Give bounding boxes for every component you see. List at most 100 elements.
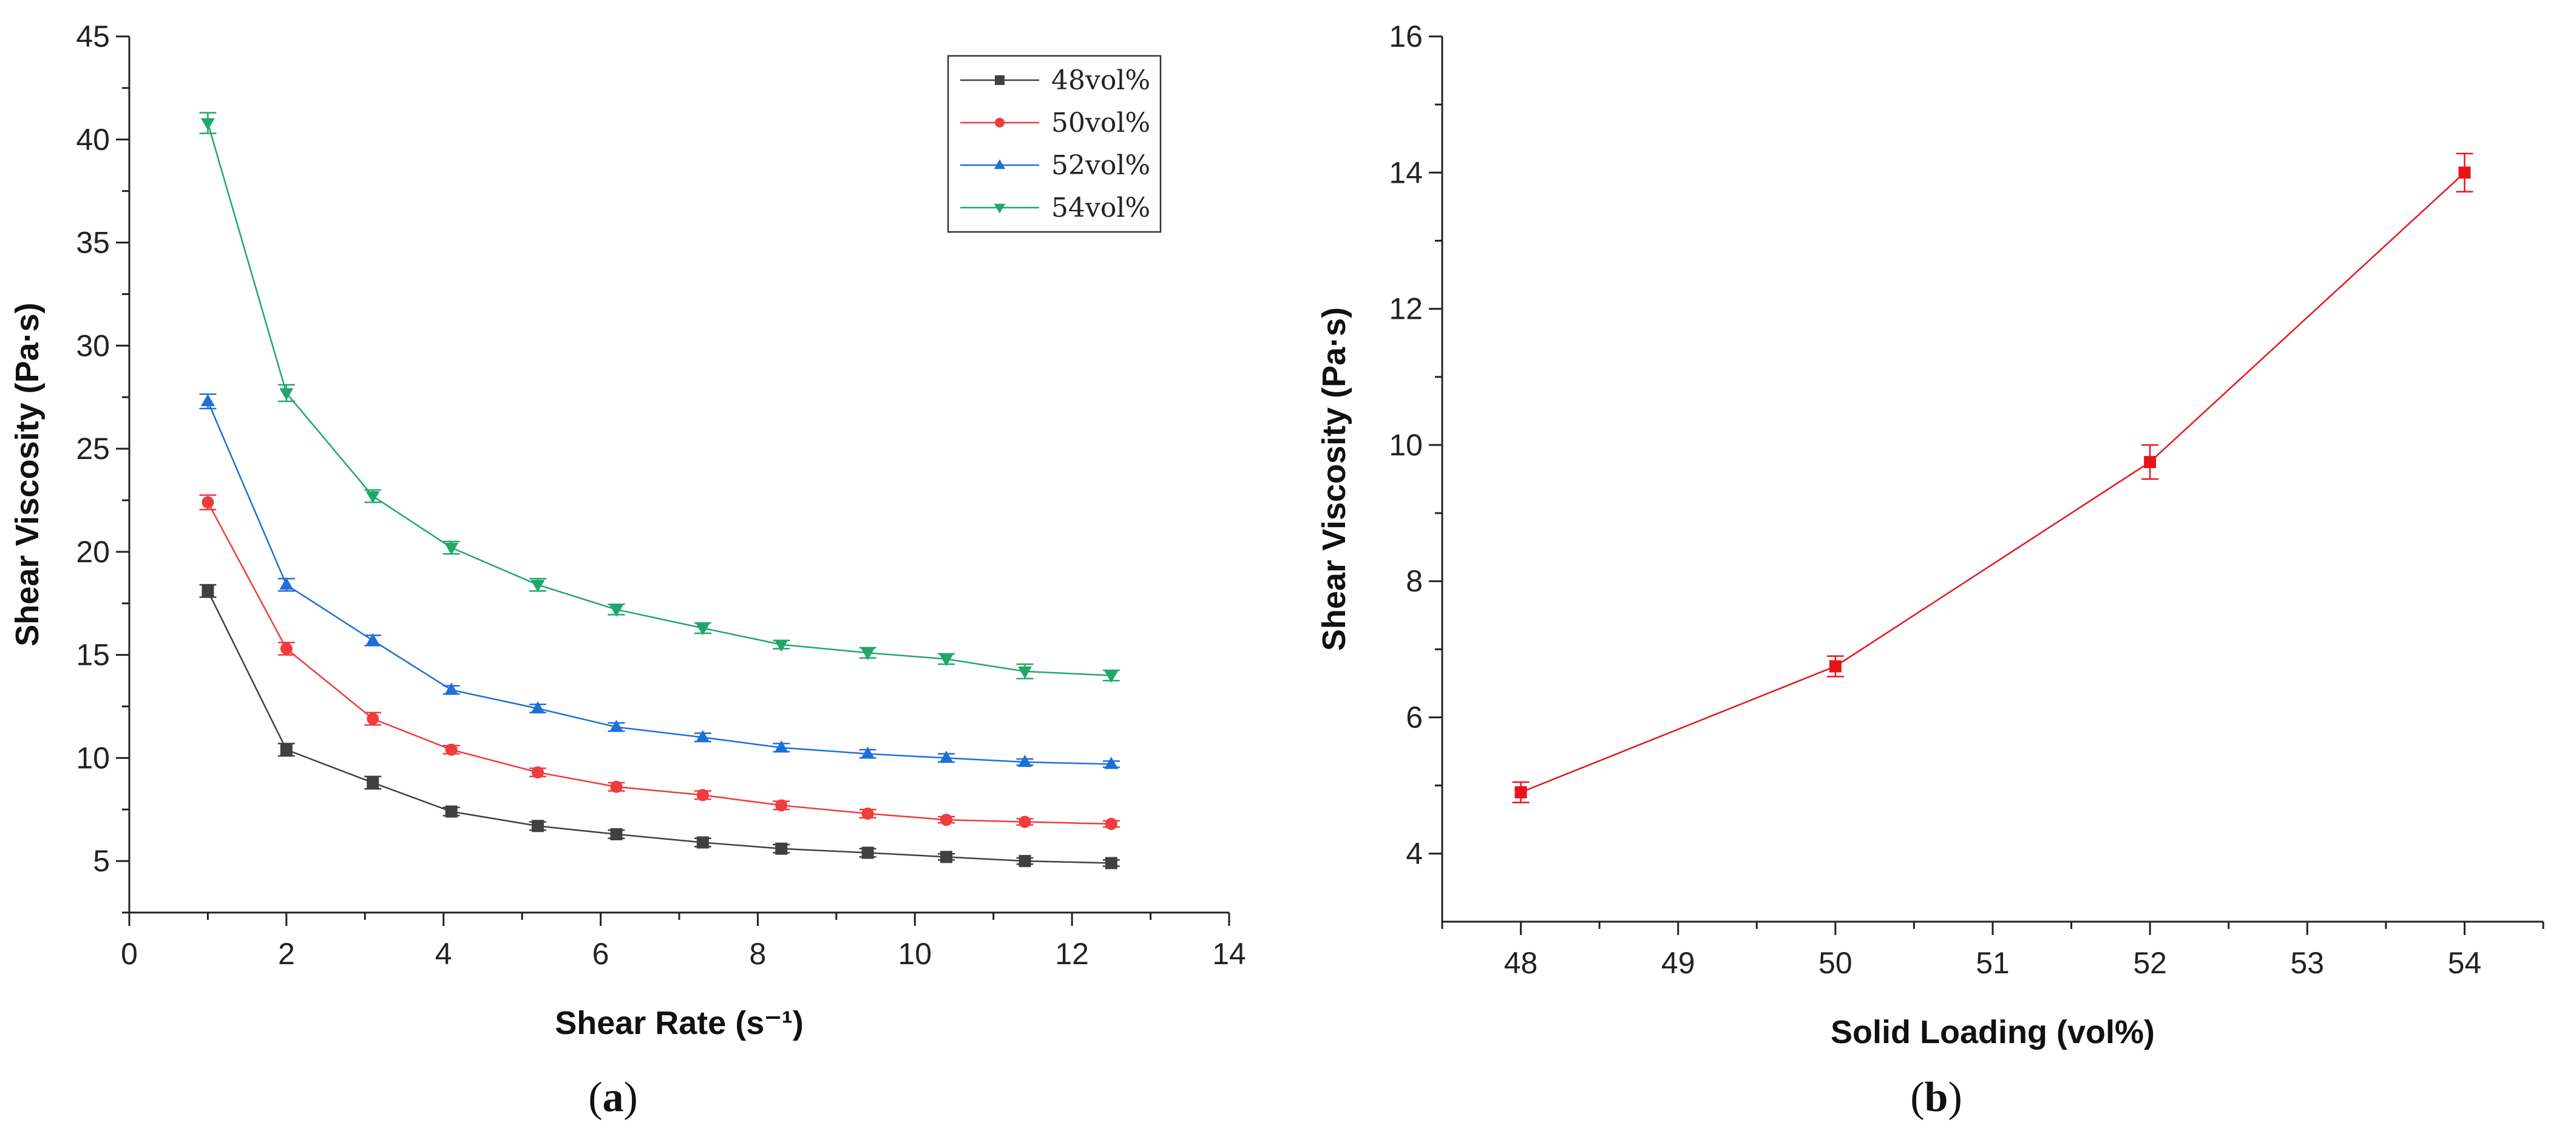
y-tick-label: 6 — [1406, 701, 1423, 735]
series-48vol- — [199, 583, 1120, 869]
y-axis-title: Shear Viscosity (Pa·s) — [9, 302, 46, 646]
data-point — [200, 393, 215, 406]
data-point — [774, 639, 788, 652]
data-point — [1017, 755, 1032, 767]
y-tick-label: 20 — [76, 535, 110, 569]
x-tick-label: 2 — [278, 937, 295, 971]
data-point — [444, 682, 459, 695]
y-tick-label: 4 — [1406, 837, 1423, 871]
legend: 48vol% 50vol% 52vol% 54vol% — [947, 55, 1162, 233]
data-point — [609, 719, 623, 732]
series-54vol- — [199, 112, 1120, 683]
data-point — [445, 743, 458, 756]
legend-item: 54vol% — [960, 192, 1150, 223]
series-line — [207, 590, 1111, 864]
data-point — [532, 820, 544, 832]
legend-item: 52vol% — [960, 150, 1150, 181]
panel-label-a: (a) — [588, 1074, 638, 1121]
series-line — [1520, 172, 2466, 794]
legend-marker — [994, 203, 1006, 214]
data-point — [445, 805, 458, 818]
data-point — [610, 828, 623, 840]
series-line — [207, 401, 1111, 765]
series-50vol- — [199, 494, 1120, 831]
data-point — [202, 496, 214, 509]
data-point — [1105, 857, 1117, 869]
data-point — [530, 580, 545, 593]
data-point — [861, 846, 874, 859]
x-tick-label: 6 — [592, 937, 609, 971]
y-tick-label: 5 — [93, 844, 110, 878]
legend-marker — [995, 75, 1005, 85]
data-point — [1019, 855, 1031, 868]
data-point — [365, 633, 380, 645]
data-point — [1105, 818, 1117, 831]
y-tick-label: 40 — [76, 123, 110, 157]
y-tick-label: 12 — [1389, 292, 1423, 326]
legend-marker — [994, 159, 1006, 169]
data-point — [1104, 670, 1119, 683]
data-point — [2144, 455, 2157, 468]
legend-label: 50vol% — [1051, 107, 1150, 138]
data-point — [365, 491, 380, 504]
legend-item: 48vol% — [960, 65, 1150, 96]
y-tick-label: 10 — [1389, 428, 1423, 462]
data-point — [367, 777, 379, 789]
x-tick-label: 8 — [750, 937, 767, 971]
data-point — [696, 730, 710, 743]
series-line — [207, 123, 1111, 676]
x-tick-label: 51 — [1976, 946, 2010, 980]
x-tick-label: 49 — [1661, 946, 1695, 980]
y-tick-label: 30 — [76, 328, 110, 362]
data-point — [775, 799, 788, 812]
data-point — [861, 746, 875, 759]
data-point — [861, 808, 874, 820]
data-point — [200, 118, 215, 131]
data-point — [367, 712, 379, 725]
data-point — [774, 740, 788, 753]
data-point — [530, 701, 545, 713]
chart-b-solid-loading: 48 49 50 51 52 53 54 4 6 8 10 12 14 16 Solid Loading (… — [1316, 19, 2544, 1050]
x-tick-label: 48 — [1504, 946, 1538, 980]
data-point — [1104, 757, 1119, 769]
x-tick-label: 0 — [121, 937, 138, 971]
data-point — [279, 388, 294, 401]
data-point — [280, 743, 293, 756]
y-tick-label: 35 — [76, 226, 110, 260]
data-point — [939, 750, 954, 763]
series-line — [207, 502, 1111, 825]
data-point — [1019, 815, 1031, 828]
y-tick-label: 8 — [1406, 564, 1423, 598]
series-series-0 — [1512, 152, 2473, 803]
y-tick-label: 16 — [1389, 19, 1423, 53]
y-tick-label: 14 — [1389, 155, 1423, 189]
x-tick-label: 52 — [2133, 946, 2167, 980]
legend-label: 52vol% — [1051, 150, 1150, 181]
data-point — [939, 654, 954, 667]
x-tick-label: 53 — [2290, 946, 2324, 980]
data-point — [696, 789, 709, 801]
x-tick-label: 50 — [1818, 946, 1852, 980]
legend-item: 50vol% — [960, 107, 1150, 138]
data-point — [1829, 660, 1842, 673]
data-point — [202, 585, 214, 597]
y-tick-label: 45 — [76, 19, 110, 53]
x-tick-label: 12 — [1055, 937, 1089, 971]
y-tick-label: 15 — [76, 638, 110, 672]
x-tick-label: 54 — [2448, 946, 2482, 980]
x-tick-label: 14 — [1212, 937, 1246, 971]
x-tick-label: 10 — [898, 937, 932, 971]
x-axis-title: Shear Rate (s⁻¹) — [555, 1005, 804, 1041]
data-point — [696, 836, 709, 849]
data-point — [444, 543, 459, 556]
data-point — [610, 780, 623, 793]
data-point — [940, 814, 953, 826]
x-tick-label: 4 — [435, 937, 452, 971]
panel-label-b: (b) — [1910, 1074, 1962, 1121]
legend-marker — [995, 118, 1005, 128]
data-point — [1514, 786, 1527, 798]
data-point — [532, 766, 544, 779]
data-point — [940, 851, 953, 863]
